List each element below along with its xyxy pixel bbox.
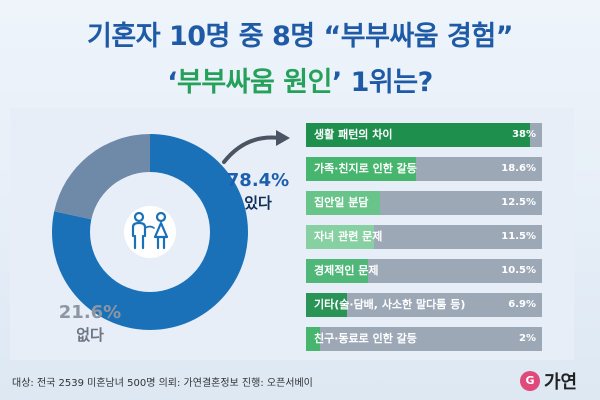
bar-category-label: 가족·친지로 인한 갈등 xyxy=(314,162,417,175)
bar-row: 경제적인 문제 10.5% xyxy=(306,259,542,283)
logo-text: 가연 xyxy=(544,372,578,393)
brand-logo: G 가연 xyxy=(520,368,577,394)
donut-slice-yes xyxy=(51,134,248,330)
bar-value-label: 6.9% xyxy=(508,299,536,310)
bar-fill xyxy=(306,259,368,283)
no-percent: 21.6% xyxy=(58,302,122,323)
bar-value-label: 2% xyxy=(519,333,536,344)
arrow-head-icon xyxy=(276,130,290,146)
bar-row: 집안일 분담 12.5% xyxy=(306,191,542,215)
subheadline-highlight: 부부싸움 원인 xyxy=(177,67,332,98)
bar-value-label: 18.6% xyxy=(501,163,536,174)
subheadline-quote-open: ‘ xyxy=(167,67,177,98)
no-percent-label: 21.6% 없다 xyxy=(30,302,150,346)
headline: 기혼자 10명 중 8명 “부부싸움 경험” xyxy=(87,21,513,52)
yes-percent-label: 78.4% 있다 xyxy=(198,170,318,214)
bar-fill xyxy=(306,293,347,317)
bar-category-label: 생활 패턴의 차이 xyxy=(314,128,393,141)
bar-category-label: 친구·동료로 인한 갈등 xyxy=(314,332,417,345)
bar-fill xyxy=(306,123,531,147)
bar-value-label: 38% xyxy=(512,129,536,140)
bar-fill xyxy=(306,157,416,181)
no-label: 없다 xyxy=(76,326,104,344)
curved-arrow-icon xyxy=(222,135,282,164)
bar-fill xyxy=(306,225,374,249)
bar-category-label: 자녀 관련 문제 xyxy=(314,230,383,243)
bar-row: 생활 패턴의 차이 38% xyxy=(306,123,542,147)
couple-icon xyxy=(124,206,176,258)
yes-label: 있다 xyxy=(244,194,272,212)
bar-category-label: 기타(술·담배, 사소한 말다툼 등) xyxy=(314,298,466,311)
logo-mark-icon: G xyxy=(520,371,540,391)
bar-row: 자녀 관련 문제 11.5% xyxy=(306,225,542,249)
subheadline: ‘부부싸움 원인’ 1위는? xyxy=(0,60,600,99)
bar-category-label: 집안일 분담 xyxy=(314,196,369,209)
bar-fill xyxy=(306,191,380,215)
bar-value-label: 10.5% xyxy=(501,265,536,276)
subheadline-suffix: ’ 1위는? xyxy=(331,67,433,98)
bar-value-label: 12.5% xyxy=(501,197,536,208)
yes-percent: 78.4% xyxy=(226,170,290,191)
bar-row: 가족·친지로 인한 갈등 18.6% xyxy=(306,157,542,181)
footer-source: 대상: 전국 2539 미혼남녀 500명 의뢰: 가연결혼정보 진행: 오픈서… xyxy=(12,378,313,389)
bar-value-label: 11.5% xyxy=(501,231,536,242)
bar-fill xyxy=(306,327,320,351)
bar-category-label: 경제적인 문제 xyxy=(314,264,379,277)
bar-row: 기타(술·담배, 사소한 말다툼 등) 6.9% xyxy=(306,293,542,317)
bar-row: 친구·동료로 인한 갈등 2% xyxy=(306,327,542,351)
